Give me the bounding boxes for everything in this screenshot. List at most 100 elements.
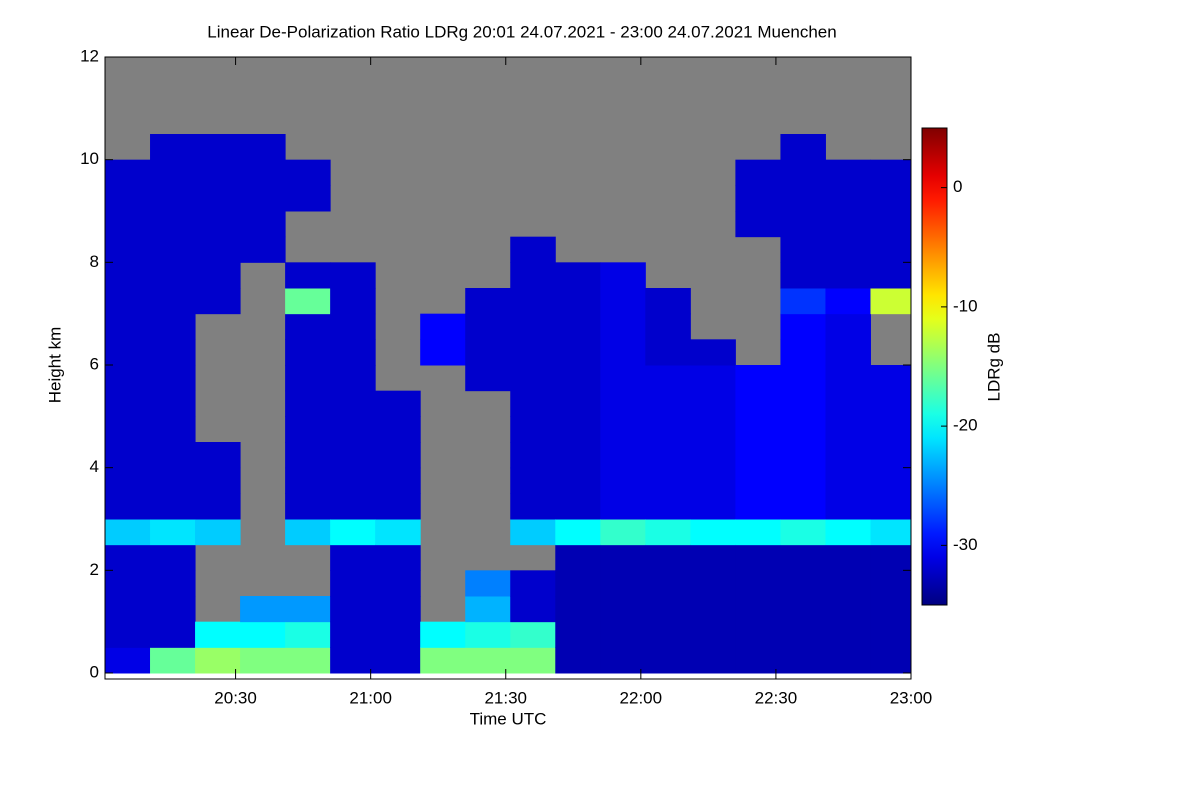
heatmap-cell xyxy=(690,390,736,417)
heatmap-cell xyxy=(105,339,151,366)
heatmap-cell xyxy=(285,313,331,340)
heatmap-cell xyxy=(780,159,826,186)
heatmap-cell xyxy=(600,570,646,597)
heatmap-cell xyxy=(735,416,781,443)
heatmap-cell xyxy=(735,442,781,469)
heatmap-cell xyxy=(375,467,421,494)
heatmap-cell xyxy=(645,570,691,597)
heatmap-cell xyxy=(870,159,912,186)
heatmap-cell xyxy=(375,621,421,648)
heatmap-cell xyxy=(330,647,376,674)
heatmap-cell xyxy=(870,647,912,674)
y-tick-label: 2 xyxy=(90,560,99,579)
heatmap-cell xyxy=(105,365,151,392)
heatmap-cell xyxy=(195,236,241,263)
heatmap-cell xyxy=(600,262,646,289)
heatmap-cell xyxy=(555,339,601,366)
heatmap-cell xyxy=(645,467,691,494)
heatmap-cell xyxy=(780,288,826,315)
heatmap-cell xyxy=(510,365,556,392)
heatmap-cell xyxy=(510,390,556,417)
heatmap-cell xyxy=(645,519,691,546)
heatmap-cell xyxy=(690,647,736,674)
heatmap-cell xyxy=(240,185,286,212)
heatmap-cell xyxy=(150,236,196,263)
heatmap-cell xyxy=(105,493,151,520)
heatmap-cell xyxy=(420,647,466,674)
heatmap-cell xyxy=(825,544,871,571)
heatmap-cell xyxy=(870,493,912,520)
heatmap-cell xyxy=(870,288,912,315)
heatmap-cell xyxy=(150,570,196,597)
heatmap-cell xyxy=(780,596,826,623)
colorbar-tick-label: -20 xyxy=(953,416,978,435)
heatmap-cell xyxy=(735,493,781,520)
heatmap-cell xyxy=(690,416,736,443)
x-tick-label: 23:00 xyxy=(890,688,933,707)
x-tick-label: 22:30 xyxy=(755,688,798,707)
heatmap-cell xyxy=(195,442,241,469)
heatmap-cell xyxy=(870,416,912,443)
heatmap-cell xyxy=(780,211,826,238)
heatmap-cell xyxy=(105,647,151,674)
heatmap-cell xyxy=(735,570,781,597)
heatmap-cell xyxy=(645,544,691,571)
heatmap-cell xyxy=(330,262,376,289)
heatmap-cell xyxy=(870,236,912,263)
heatmap-cell xyxy=(195,493,241,520)
heatmap-cell xyxy=(645,647,691,674)
heatmap-cell xyxy=(870,365,912,392)
heatmap-cell xyxy=(825,596,871,623)
heatmap-cell xyxy=(825,519,871,546)
heatmap-cell xyxy=(825,313,871,340)
heatmap-cell xyxy=(375,519,421,546)
heatmap-cell xyxy=(105,596,151,623)
heatmap-cell xyxy=(690,339,736,366)
heatmap-cell xyxy=(780,442,826,469)
colorbar-tick-label: 0 xyxy=(953,177,962,196)
heatmap-cell xyxy=(240,134,286,161)
heatmap-cell xyxy=(330,288,376,315)
heatmap-cell xyxy=(735,519,781,546)
heatmap-cell xyxy=(735,365,781,392)
heatmap-cell xyxy=(555,288,601,315)
y-tick-label: 12 xyxy=(80,46,99,65)
heatmap-cell xyxy=(780,647,826,674)
heatmap-cell xyxy=(645,288,691,315)
heatmap-cell xyxy=(645,596,691,623)
heatmap-cell xyxy=(780,134,826,161)
heatmap-cell xyxy=(105,390,151,417)
heatmap-cell xyxy=(780,365,826,392)
colorbar-label: LDRg dB xyxy=(984,333,1003,402)
heatmap-cell xyxy=(825,262,871,289)
heatmap-cell xyxy=(555,596,601,623)
heatmap-cell xyxy=(735,185,781,212)
heatmap-cell xyxy=(780,467,826,494)
heatmap-cell xyxy=(465,313,511,340)
heatmap-cell xyxy=(420,621,466,648)
heatmap-cell xyxy=(555,365,601,392)
heatmap-cell xyxy=(240,596,286,623)
heatmap-cell xyxy=(195,211,241,238)
heatmap-cell xyxy=(690,596,736,623)
heatmap-cell xyxy=(780,519,826,546)
heatmap-cell xyxy=(645,416,691,443)
heatmap-cell xyxy=(870,570,912,597)
heatmap-cell xyxy=(555,313,601,340)
heatmap-cell xyxy=(825,365,871,392)
heatmap-cell xyxy=(375,442,421,469)
heatmap-cell xyxy=(780,185,826,212)
heatmap-cell xyxy=(510,339,556,366)
heatmap-cell xyxy=(870,390,912,417)
heatmap-cell xyxy=(330,339,376,366)
heatmap-cell xyxy=(285,442,331,469)
heatmap-cell xyxy=(105,621,151,648)
heatmap-cell xyxy=(240,236,286,263)
heatmap-cell xyxy=(195,262,241,289)
heatmap-cell xyxy=(555,570,601,597)
heatmap-cell xyxy=(825,159,871,186)
heatmap-cell xyxy=(780,416,826,443)
heatmap-cell xyxy=(690,365,736,392)
heatmap-cell xyxy=(735,621,781,648)
